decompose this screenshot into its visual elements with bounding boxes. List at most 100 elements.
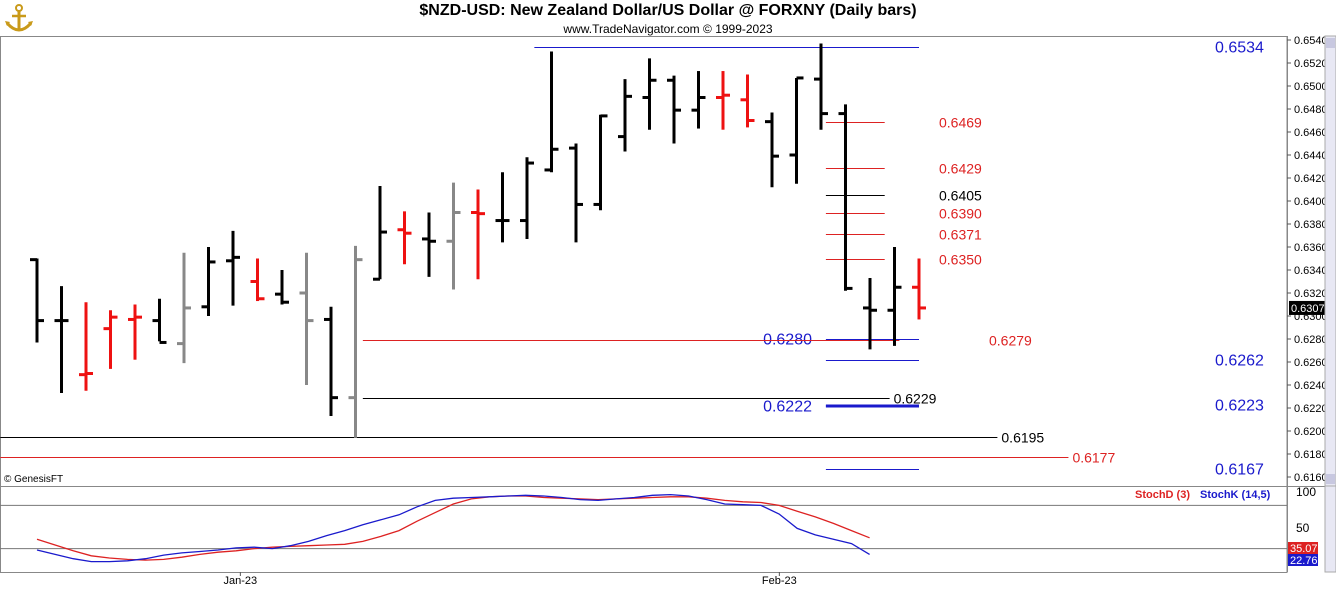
stoch-last-box-0	[1288, 542, 1318, 554]
price-bar-21	[544, 51, 559, 173]
level-label-13: 0.6195	[1001, 430, 1044, 446]
price-bar-15	[397, 211, 412, 265]
chart-subtitle: www.TradeNavigator.com © 1999-2023	[563, 22, 773, 36]
price-bar-9	[250, 258, 265, 302]
level-label-6: 0.6350	[939, 252, 982, 268]
price-bar-34	[863, 278, 877, 350]
y-tick-label-9: 0.6360	[1294, 242, 1328, 254]
level-label-11: 0.6222	[763, 399, 812, 416]
stoch-series-1	[36, 493, 870, 563]
price-bar-1	[54, 286, 69, 394]
level-label-10: 0.6229	[894, 391, 937, 407]
y-tick-label-18: 0.6180	[1294, 449, 1328, 461]
legend-stoch-k: StochK (14,5)	[1200, 489, 1271, 501]
y-tick-label-5: 0.6440	[1294, 150, 1328, 162]
x-tick-label-0: Jan-23	[224, 575, 258, 587]
y-tick-label-16: 0.6220	[1294, 403, 1328, 415]
price-bar-0	[30, 258, 44, 343]
legend-stoch-d: StochD (3)	[1135, 489, 1190, 501]
price-bars	[30, 43, 926, 438]
level-label-1: 0.6469	[939, 115, 982, 131]
y-tick-label-7: 0.6400	[1294, 196, 1328, 208]
y-tick-label-17: 0.6200	[1294, 426, 1328, 438]
level-label-14: 0.6177	[1072, 450, 1115, 466]
level-label-9: 0.6262	[1215, 353, 1264, 370]
y-tick-label-19: 0.6160	[1294, 472, 1328, 484]
y-tick-label-6: 0.6420	[1294, 173, 1328, 185]
price-bar-12	[324, 306, 338, 417]
price-bar-7	[201, 247, 216, 316]
chart-title: $NZD-USD: New Zealand Dollar/US Dollar @…	[419, 2, 917, 19]
level-label-12: 0.6223	[1215, 398, 1264, 415]
price-bar-26	[667, 75, 681, 144]
chart-border	[0, 36, 1288, 573]
price-bar-29	[740, 74, 755, 128]
level-label-4: 0.6390	[939, 206, 982, 222]
stoch-last-label-1: 22.76	[1290, 555, 1318, 567]
last-price-box	[1289, 300, 1325, 315]
price-bar-28	[716, 71, 730, 130]
y-tick-label-11: 0.6320	[1294, 288, 1328, 300]
price-bar-2	[79, 302, 93, 391]
price-bar-3	[103, 310, 118, 369]
price-scrollbar[interactable]	[1324, 35, 1336, 487]
price-bar-22	[569, 143, 583, 243]
y-tick-label-10: 0.6340	[1294, 265, 1328, 277]
price-bar-8	[226, 230, 240, 306]
price-bar-4	[128, 304, 142, 360]
price-bar-30	[765, 112, 779, 188]
stoch-scrollbar[interactable]	[1324, 485, 1336, 573]
price-bar-17	[446, 182, 461, 290]
y-tick-label-3: 0.6480	[1294, 104, 1328, 116]
price-bar-6	[177, 252, 191, 364]
price-bar-35	[887, 247, 902, 346]
price-bar-27	[691, 71, 706, 129]
price-bar-16	[422, 212, 436, 277]
scroll-up-button[interactable]	[1326, 38, 1335, 48]
level-label-15: 0.6167	[1215, 462, 1264, 479]
level-label-2: 0.6429	[939, 161, 982, 177]
price-bar-14	[373, 186, 387, 281]
price-bar-24	[618, 79, 632, 152]
y-tick-label-15: 0.6240	[1294, 380, 1328, 392]
scroll-down-button[interactable]	[1326, 474, 1335, 484]
price-bar-20	[520, 157, 534, 239]
y-tick-label-1: 0.6520	[1294, 58, 1328, 70]
y-tick-label-8: 0.6380	[1294, 219, 1328, 231]
y-tick-label-0: 0.6540	[1294, 35, 1328, 47]
price-bar-25	[642, 58, 657, 130]
price-bar-11	[299, 252, 314, 385]
stoch-series-0	[36, 495, 870, 561]
price-bar-10	[275, 270, 289, 305]
level-label-5: 0.6371	[939, 227, 982, 243]
stoch-y-tick-1: 50	[1296, 521, 1310, 535]
y-tick-label-14: 0.6260	[1294, 357, 1328, 369]
stoch-y-tick-0: 100	[1296, 485, 1316, 499]
y-tick-label-2: 0.6500	[1294, 81, 1328, 93]
price-bar-23	[593, 114, 608, 211]
price-bar-5	[152, 298, 167, 344]
price-y-axis: 0.6540 0.6520 0.6500 0.6480 0.6460 0.6440 0.64…	[1287, 35, 1336, 487]
stoch-last-box-1	[1288, 554, 1318, 566]
price-bar-36	[912, 258, 926, 320]
level-label-3: 0.6405	[939, 188, 982, 204]
price-bar-31	[789, 76, 804, 184]
anchor-logo-icon	[5, 4, 33, 32]
level-label-8: 0.6279	[989, 333, 1032, 349]
stoch-last-label-0: 35.07	[1290, 543, 1318, 555]
level-label-0: 0.6534	[1215, 40, 1264, 57]
price-bar-33	[838, 104, 853, 291]
y-tick-label-13: 0.6280	[1294, 334, 1328, 346]
copyright-label: © GenesisFT	[4, 474, 64, 485]
price-bar-13	[348, 245, 363, 438]
price-bar-18	[471, 189, 485, 280]
date-axis: Jan-23 Feb-23	[0, 572, 1287, 587]
last-price-label: 0.6307	[1291, 303, 1325, 315]
price-bar-32	[814, 43, 828, 130]
y-tick-label-4: 0.6460	[1294, 127, 1328, 139]
price-bar-19	[495, 172, 510, 243]
price-levels: 0.6534 0.6469 0.6429 0.6405 0.6390 0.6371 0.63…	[0, 40, 1264, 479]
x-tick-label-1: Feb-23	[762, 575, 797, 587]
